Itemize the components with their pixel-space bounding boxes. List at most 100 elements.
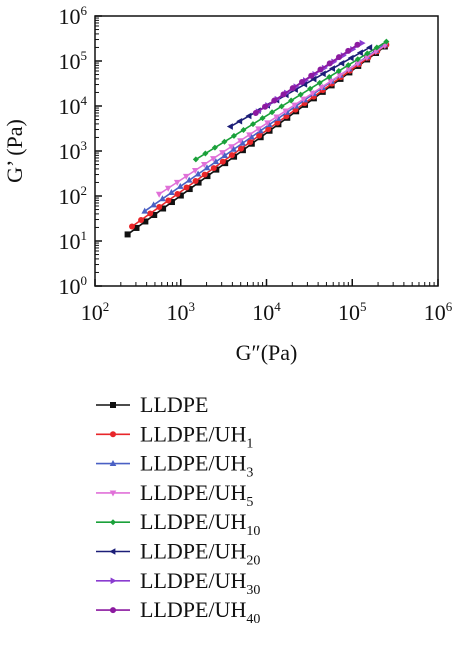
data-point — [345, 47, 352, 54]
data-point — [210, 165, 217, 172]
series-lldpe-uh40 — [252, 41, 361, 116]
data-point — [288, 97, 295, 104]
data-point — [345, 62, 352, 69]
data-point — [204, 173, 211, 180]
data-point — [381, 43, 389, 50]
legend-label: LLDPE/UH1 — [140, 421, 253, 451]
x-tick-label: 106 — [424, 299, 453, 325]
data-point — [278, 103, 285, 110]
data-point — [247, 139, 254, 146]
legend-marker — [110, 402, 116, 408]
legend-marker — [109, 548, 116, 555]
plot-frame — [94, 15, 439, 287]
data-point — [262, 103, 269, 110]
data-point — [200, 162, 208, 169]
legend-item: LLDPE/UH3 — [96, 451, 253, 481]
legend-label: LLDPE/UH30 — [140, 568, 260, 598]
legend-marker — [110, 607, 116, 614]
data-point — [347, 54, 354, 62]
data-point — [340, 52, 347, 59]
data-point — [156, 204, 163, 211]
data-point — [194, 170, 202, 177]
x-tick-label: 102 — [81, 299, 110, 325]
data-point — [164, 185, 172, 192]
y-tick-label: 106 — [59, 3, 88, 29]
data-point — [259, 115, 266, 122]
data-point — [273, 114, 280, 121]
legend-item: LLDPE/UH10 — [96, 509, 260, 539]
legend-item: LLDPE/UH5 — [96, 480, 253, 510]
data-point — [308, 72, 315, 79]
legend-label: LLDPE/UH40 — [140, 597, 260, 627]
y-tick-label: 104 — [59, 93, 88, 119]
legend-label: LLDPE/UH20 — [140, 539, 260, 569]
data-point — [335, 54, 342, 61]
data-point — [289, 85, 296, 92]
plot-area — [94, 15, 439, 287]
legend-marker — [110, 431, 116, 438]
x-axis-title: G″(Pa) — [236, 340, 298, 365]
data-point — [301, 81, 308, 88]
legend-item: LLDPE/UH1 — [96, 421, 253, 451]
data-point — [192, 178, 199, 185]
data-point — [165, 197, 172, 204]
data-point — [246, 132, 253, 139]
data-point — [310, 75, 317, 83]
series-lldpe-uh3 — [141, 40, 389, 214]
data-point — [291, 102, 298, 109]
data-point — [252, 109, 259, 116]
series-layer — [124, 38, 390, 238]
data-point — [212, 158, 220, 165]
data-point — [297, 91, 304, 98]
data-point — [141, 207, 149, 214]
series-lldpe-uh5 — [155, 43, 389, 198]
data-point — [238, 145, 245, 152]
data-point — [354, 56, 361, 63]
data-point — [250, 121, 257, 128]
data-point — [354, 61, 362, 68]
data-point — [354, 41, 361, 48]
data-point — [336, 72, 344, 79]
data-point — [192, 156, 199, 163]
data-point — [128, 223, 135, 230]
data-point — [168, 189, 175, 196]
data-point — [317, 66, 324, 73]
y-axis-title: G’ (Pa) — [2, 119, 27, 183]
legend-label: LLDPE/UH3 — [140, 451, 253, 481]
data-point — [151, 211, 158, 218]
data-point — [372, 49, 380, 56]
data-point — [363, 55, 371, 62]
legend-marker — [109, 460, 117, 466]
data-point — [239, 139, 246, 146]
y-tick-label: 101 — [59, 228, 88, 254]
data-point — [142, 218, 149, 225]
data-point — [174, 191, 181, 198]
data-point — [221, 138, 228, 145]
data-point — [226, 123, 233, 130]
legend: LLDPELLDPE/UH1LLDPE/UH3LLDPE/UH5LLDPE/UH… — [96, 392, 260, 627]
legend-marker — [109, 490, 117, 497]
data-point — [138, 217, 145, 224]
data-point — [366, 44, 373, 51]
data-point — [230, 132, 237, 139]
y-tick-label: 102 — [59, 183, 88, 209]
data-point — [280, 91, 287, 98]
data-point — [373, 44, 380, 51]
data-point — [316, 79, 323, 86]
data-point — [326, 60, 333, 67]
y-tick-label: 103 — [59, 138, 88, 164]
legend-item: LLDPE/UH30 — [96, 568, 260, 598]
data-point — [255, 126, 262, 133]
data-point — [201, 171, 208, 178]
data-point — [326, 73, 333, 80]
y-axis-ticks: 100 101 102 103 104 105 106 — [59, 3, 102, 299]
legend-marker — [110, 577, 117, 585]
legend-marker — [110, 519, 116, 526]
data-point — [236, 117, 243, 125]
data-point — [298, 78, 305, 85]
x-tick-label: 105 — [338, 299, 367, 325]
data-point — [271, 97, 278, 104]
data-point — [150, 201, 157, 208]
data-point — [309, 90, 316, 97]
data-point — [160, 205, 167, 212]
